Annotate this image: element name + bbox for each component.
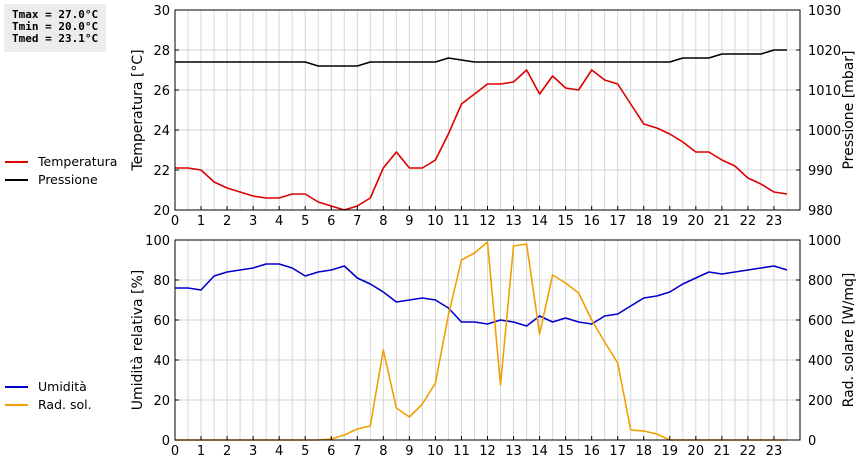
panel1-x-tick-label: 20	[688, 214, 705, 229]
panel2-x-tick-label: 3	[249, 444, 257, 459]
panel2-y-left-tick-label: 0	[162, 434, 170, 449]
panel1-y-left-tick-label: 24	[153, 124, 170, 139]
panel1-x-tick-label: 14	[531, 214, 548, 229]
panel2-y-right-tick-label: 600	[808, 314, 833, 329]
panel2-x-tick-label: 11	[453, 444, 470, 459]
panel1-x-tick-label: 13	[505, 214, 522, 229]
panel2-x-tick-label: 15	[557, 444, 574, 459]
panel2-series-1-line	[175, 263, 788, 327]
stats-box: Tmax = 27.0°C Tmin = 20.0°C Tmed = 23.1°…	[4, 4, 106, 52]
panel2-legend-label-1: Umidità	[38, 379, 87, 394]
panel1-x-tick-label: 10	[427, 214, 444, 229]
panel2-y-right-tick-label: 0	[808, 434, 816, 449]
panel1-x-tick-label: 2	[223, 214, 231, 229]
panel1-y-right-tick-label: 1000	[808, 124, 841, 139]
panel2-x-tick-label: 10	[427, 444, 444, 459]
stat-tmax: Tmax = 27.0°C	[12, 8, 99, 21]
panel2-x-tick-label: 9	[405, 444, 413, 459]
panel2-x-tick-label: 12	[479, 444, 496, 459]
panel2-x-tick-label: 17	[609, 444, 626, 459]
panel1-x-tick-label: 9	[405, 214, 413, 229]
panel1-legend-label-1: Temperatura	[37, 154, 117, 169]
panel1-x-tick-label: 18	[635, 214, 652, 229]
panel1-y-left-tick-label: 30	[153, 4, 170, 19]
panel2-x-tick-label: 2	[223, 444, 231, 459]
panel1-y-right-tick-label: 980	[808, 204, 833, 219]
panel2-x-tick-label: 16	[583, 444, 600, 459]
panel2-x-tick-label: 0	[171, 444, 179, 459]
panel1-y-right-tick-label: 1010	[808, 84, 841, 99]
panel2-y-left-tick-label: 40	[153, 354, 170, 369]
panel1-y-left-tick-label: 28	[153, 44, 170, 59]
panel1-y-left-tick-label: 22	[153, 164, 170, 179]
panel1-x-tick-label: 5	[301, 214, 309, 229]
panel1-y-left-axis-label: Temperatura [°C]	[130, 49, 146, 171]
panel2-x-tick-label: 8	[379, 444, 387, 459]
panel2-y-left-tick-label: 100	[145, 234, 170, 249]
panel1-y-right-tick-label: 1030	[808, 4, 841, 19]
panel1-series-2-line	[175, 49, 787, 67]
panel2-y-right-tick-label: 800	[808, 274, 833, 289]
panel2-x-tick-label: 14	[531, 444, 548, 459]
panel1-x-tick-label: 0	[171, 214, 179, 229]
panel1-x-tick-label: 6	[327, 214, 335, 229]
panel2-x-tick-label: 5	[301, 444, 309, 459]
panel1-x-tick-label: 16	[583, 214, 600, 229]
panel1-y-right-tick-label: 1020	[808, 44, 841, 59]
panel2-legend-label-2: Rad. sol.	[38, 397, 92, 412]
panel1-x-tick-label: 11	[453, 214, 470, 229]
panel1-x-tick-label: 1	[197, 214, 205, 229]
panel1-y-left-tick-label: 20	[153, 204, 170, 219]
panel1-x-tick-label: 17	[609, 214, 626, 229]
panel1-y-right-tick-label: 990	[808, 164, 833, 179]
panel2-x-tick-label: 1	[197, 444, 205, 459]
panel2-y-right-tick-label: 200	[808, 394, 833, 409]
panel2-y-left-tick-label: 80	[153, 274, 170, 289]
panel1-legend-label-2: Pressione	[38, 172, 98, 187]
panel1-x-tick-label: 3	[249, 214, 257, 229]
panel2-x-tick-label: 7	[353, 444, 361, 459]
panel2-x-tick-label: 19	[662, 444, 679, 459]
panel2-y-right-tick-label: 400	[808, 354, 833, 369]
panel1-x-tick-label: 12	[479, 214, 496, 229]
stat-tmed: Tmed = 23.1°C	[12, 32, 99, 45]
panel2-x-tick-label: 13	[505, 444, 522, 459]
panel1-x-tick-label: 15	[557, 214, 574, 229]
panel1-x-tick-label: 23	[766, 214, 783, 229]
panel2-x-tick-label: 6	[327, 444, 335, 459]
panel1-x-tick-label: 4	[275, 214, 283, 229]
stat-tmin: Tmin = 20.0°C	[12, 20, 99, 33]
panel1-y-left-tick-label: 26	[153, 84, 170, 99]
panel1-y-right-axis-label: Pressione [mbar]	[841, 50, 857, 169]
panel2-x-tick-label: 18	[635, 444, 652, 459]
panel2-x-tick-label: 22	[740, 444, 757, 459]
panel2-x-tick-label: 23	[766, 444, 783, 459]
panel2-x-tick-label: 21	[714, 444, 731, 459]
panel2-x-tick-label: 20	[688, 444, 705, 459]
panel2-y-left-axis-label: Umidità relativa [%]	[130, 270, 146, 411]
panel2-y-right-axis-label: Rad. solare [W/mq]	[841, 273, 857, 408]
panel1-x-tick-label: 7	[353, 214, 361, 229]
panel1-x-tick-label: 8	[379, 214, 387, 229]
panel2-y-right-tick-label: 1000	[808, 234, 841, 249]
panel2-x-tick-label: 4	[275, 444, 283, 459]
panel1-x-tick-label: 22	[740, 214, 757, 229]
panel1-series-1-line	[175, 69, 788, 211]
panel1-x-tick-label: 19	[662, 214, 679, 229]
panel2-y-left-tick-label: 60	[153, 314, 170, 329]
panel1-x-tick-label: 21	[714, 214, 731, 229]
panel2-y-left-tick-label: 20	[153, 394, 170, 409]
